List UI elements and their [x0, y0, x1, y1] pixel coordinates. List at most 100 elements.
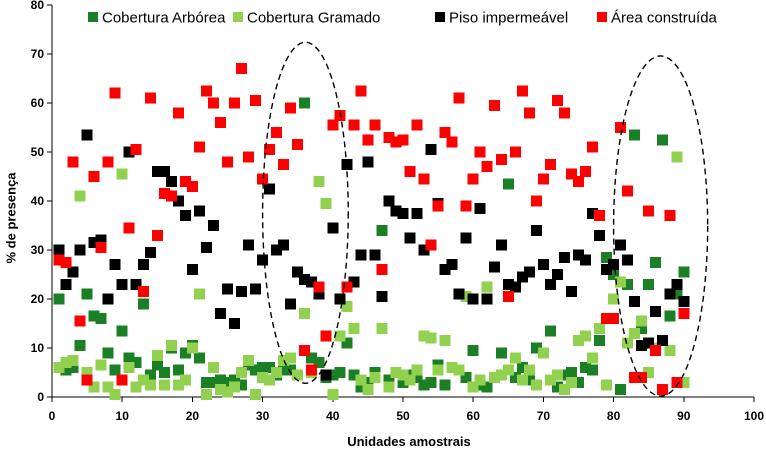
point-cobertura-gramado-53	[418, 330, 430, 342]
point-cobertura-gramado-6	[88, 381, 100, 393]
point-cobertura-gramado-55	[432, 364, 444, 376]
point-cobertura-arborea-3	[67, 362, 79, 374]
point-area-construida-51	[404, 166, 416, 178]
point-piso-impermeavel-11	[123, 146, 135, 158]
point-piso-impermeavel-71	[544, 278, 556, 290]
point-cobertura-gramado-61	[474, 374, 486, 386]
point-cobertura-gramado-35	[292, 369, 304, 381]
point-piso-impermeavel-33	[278, 239, 290, 251]
point-cobertura-arborea-44	[355, 381, 367, 393]
legend-swatch	[88, 12, 98, 22]
point-cobertura-gramado-45	[362, 384, 374, 396]
point-piso-impermeavel-62	[481, 293, 493, 305]
point-cobertura-gramado-58	[453, 364, 465, 376]
point-piso-impermeavel-21	[193, 205, 205, 217]
point-cobertura-arborea-52	[411, 371, 423, 383]
point-cobertura-arborea-33	[278, 364, 290, 376]
point-cobertura-arborea-1	[53, 293, 65, 305]
point-piso-impermeavel-67	[516, 271, 528, 283]
point-area-construida-19	[179, 175, 191, 187]
y-tick-label: 30	[31, 243, 45, 257]
point-cobertura-gramado-66	[509, 352, 521, 364]
point-cobertura-arborea-38	[313, 357, 325, 369]
point-piso-impermeavel-69	[530, 224, 542, 236]
point-cobertura-arborea-15	[151, 359, 163, 371]
legend-item-area-construida: Área construída	[597, 10, 718, 27]
point-cobertura-arborea-2	[60, 364, 72, 376]
point-cobertura-gramado-26	[229, 381, 240, 393]
x-tick-label: 60	[467, 409, 481, 423]
point-area-construida-38	[313, 281, 325, 293]
point-piso-impermeavel-26	[229, 318, 240, 329]
point-piso-impermeavel-53	[418, 244, 430, 256]
point-cobertura-gramado-88	[664, 344, 676, 356]
point-piso-impermeavel-54	[425, 144, 437, 156]
point-cobertura-arborea-66	[509, 371, 521, 383]
point-piso-impermeavel-23	[208, 220, 219, 231]
point-cobertura-gramado-32	[271, 367, 283, 378]
point-cobertura-gramado-12	[130, 381, 142, 393]
point-cobertura-gramado-77	[587, 352, 598, 364]
point-area-construida-40	[327, 119, 339, 131]
point-cobertura-arborea-86	[650, 256, 662, 268]
point-piso-impermeavel-85	[643, 337, 655, 349]
y-tick-label: 50	[31, 145, 45, 159]
point-cobertura-gramado-64	[495, 369, 507, 381]
point-area-construida-21	[193, 141, 205, 153]
point-cobertura-gramado-9	[109, 389, 121, 401]
point-cobertura-gramado-36	[299, 308, 311, 320]
legend-label: Piso impermeável	[449, 10, 568, 27]
point-area-construida-16	[158, 188, 170, 200]
point-cobertura-gramado-79	[601, 379, 613, 391]
point-cobertura-gramado-23	[208, 362, 219, 374]
point-cobertura-gramado-10	[116, 168, 128, 180]
highlight-ellipse-2	[612, 55, 709, 397]
point-piso-impermeavel-13	[137, 259, 149, 271]
point-area-construida-31	[264, 144, 276, 156]
point-cobertura-gramado-84	[636, 315, 648, 327]
point-area-construida-10	[116, 374, 128, 386]
point-piso-impermeavel-3	[67, 266, 79, 278]
point-area-construida-56	[439, 126, 451, 138]
point-area-construida-20	[186, 180, 198, 192]
point-area-construida-53	[418, 173, 430, 185]
point-area-construida-81	[615, 122, 627, 133]
point-cobertura-arborea-84	[636, 322, 648, 334]
point-cobertura-arborea-81	[615, 384, 627, 396]
point-cobertura-arborea-64	[495, 347, 507, 359]
point-piso-impermeavel-76	[580, 254, 591, 266]
y-tick-label: 40	[31, 194, 45, 208]
point-cobertura-arborea-78	[594, 335, 606, 347]
y-tick-label: 70	[31, 47, 45, 61]
point-piso-impermeavel-43	[348, 276, 360, 288]
point-area-construida-54	[425, 239, 437, 251]
point-cobertura-gramado-83	[629, 327, 641, 339]
point-piso-impermeavel-78	[594, 229, 606, 241]
point-cobertura-gramado-41	[334, 330, 346, 342]
y-axis-title: % de presença	[3, 172, 18, 264]
point-cobertura-gramado-30	[257, 371, 269, 383]
point-area-construida-68	[523, 107, 535, 119]
point-area-construida-43	[348, 119, 360, 131]
legend-item-piso-impermeavel: Piso impermeável	[435, 10, 568, 27]
point-area-construida-39	[320, 330, 332, 342]
x-tick-label: 40	[326, 409, 340, 423]
point-area-construida-90	[678, 308, 690, 320]
point-piso-impermeavel-6	[88, 237, 100, 249]
point-cobertura-arborea-43	[348, 369, 360, 381]
point-piso-impermeavel-77	[587, 207, 598, 219]
point-cobertura-gramado-25	[222, 386, 233, 398]
point-area-construida-67	[516, 85, 528, 97]
point-cobertura-gramado-18	[172, 379, 184, 391]
point-piso-impermeavel-48	[383, 195, 395, 207]
point-piso-impermeavel-10	[116, 278, 128, 290]
point-area-construida-7	[95, 242, 107, 254]
point-area-construida-80	[608, 313, 620, 325]
point-piso-impermeavel-86	[650, 305, 662, 317]
point-area-construida-82	[622, 185, 634, 197]
point-cobertura-arborea-9	[109, 364, 121, 376]
point-cobertura-arborea-14	[144, 369, 156, 381]
point-piso-impermeavel-4	[74, 244, 86, 256]
legend-label: Cobertura Arbórea	[102, 10, 226, 27]
point-area-construida-15	[151, 229, 163, 241]
